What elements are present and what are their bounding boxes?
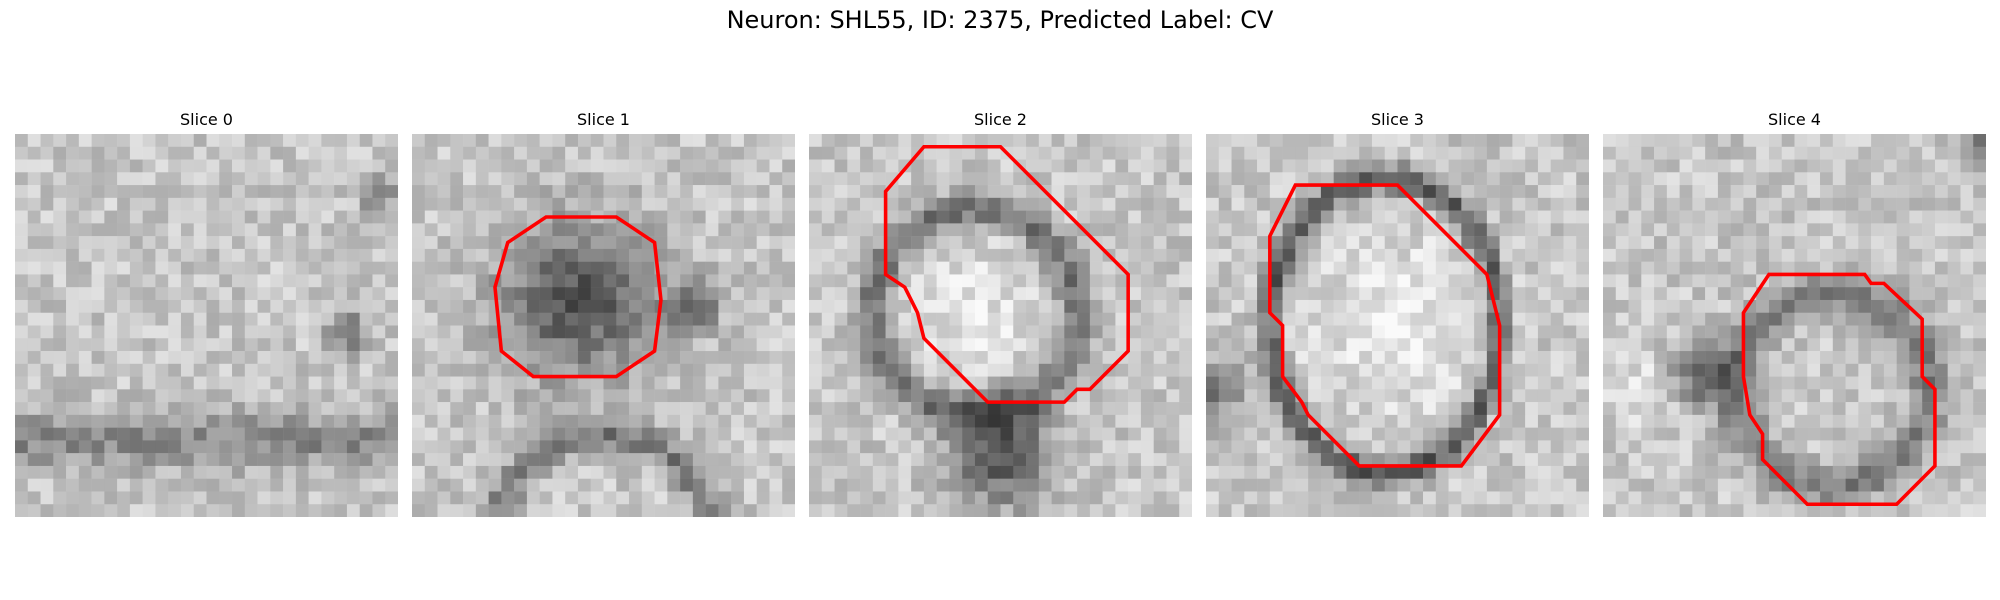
segmentation-contour-1 — [493, 215, 663, 379]
slice-panel-0: Slice 0 — [15, 109, 398, 517]
slice-panel-4: Slice 4 — [1603, 109, 1986, 517]
segmentation-contour-3 — [1268, 183, 1502, 468]
slice-image-4 — [1603, 134, 1986, 517]
slice-title-0: Slice 0 — [180, 110, 233, 129]
slice-panel-3: Slice 3 — [1206, 109, 1589, 517]
slice-image-0 — [15, 134, 398, 517]
slice-panel-1: Slice 1 — [412, 109, 795, 517]
slice-title-3: Slice 3 — [1371, 110, 1424, 129]
slice-image-1 — [412, 134, 795, 517]
slice-title-4: Slice 4 — [1768, 110, 1821, 129]
segmentation-contour-4 — [1741, 272, 1937, 507]
slice-title-1: Slice 1 — [577, 110, 630, 129]
slice-image-2 — [809, 134, 1192, 517]
slice-title-2: Slice 2 — [974, 110, 1027, 129]
segmentation-contour-2 — [883, 144, 1130, 404]
slice-panel-2: Slice 2 — [809, 109, 1192, 517]
figure-title: Neuron: SHL55, ID: 2375, Predicted Label… — [726, 6, 1274, 34]
slice-image-3 — [1206, 134, 1589, 517]
